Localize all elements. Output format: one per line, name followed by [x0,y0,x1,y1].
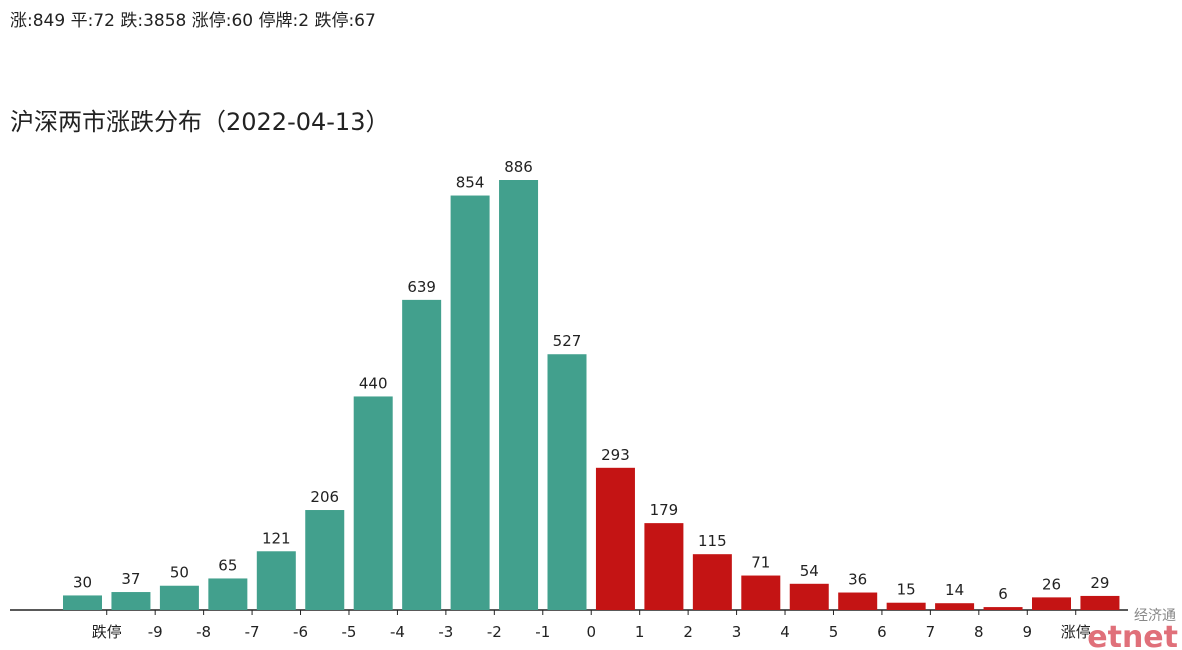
data-label: 54 [800,562,819,580]
data-label: 15 [897,581,916,599]
chart-title: 沪深两市涨跌分布（2022-04-13） [10,108,389,136]
bar [1032,597,1071,610]
data-label: 121 [262,529,291,547]
data-label: 37 [121,570,140,588]
data-label: 29 [1090,574,1109,592]
bar [63,595,102,610]
bar [256,551,296,610]
bar [838,592,878,610]
bar [983,607,1023,610]
x-tick-label: -9 [148,623,163,641]
x-tick-label: -6 [293,623,308,641]
bar [208,578,248,610]
data-label: 30 [73,573,92,591]
data-label: 179 [650,501,679,519]
x-tick-label: 6 [877,623,887,641]
bar [402,299,442,610]
data-label: 886 [504,158,533,176]
bar [353,396,393,610]
x-tick-label: 跌停 [92,623,122,641]
x-tick-label: -2 [487,623,502,641]
x-tick-label: 9 [1023,623,1033,641]
logo-top: 经济通 [1134,608,1176,624]
data-label: 639 [407,278,436,296]
bar [886,602,926,610]
x-tick-label: -7 [245,623,260,641]
bar [305,510,345,610]
bar [595,467,635,610]
x-tick-label: 7 [926,623,936,641]
bar [159,585,199,610]
data-label: 65 [218,556,237,574]
x-tick-label: -3 [438,623,453,641]
bar [935,603,975,610]
x-tick-label: 4 [780,623,790,641]
summary: 涨:849 平:72 跌:3858 涨停:60 停牌:2 跌停:67 [10,11,376,31]
data-label: 440 [359,374,388,392]
x-tick-label: -1 [535,623,550,641]
x-tick-label: 5 [829,623,839,641]
bar [547,354,587,610]
data-label: 50 [170,564,189,582]
data-label: 206 [310,488,339,506]
bar [741,575,781,610]
data-label: 527 [553,332,582,350]
data-label: 14 [945,581,964,599]
x-tick-label: -5 [341,623,356,641]
data-label: 854 [456,174,485,192]
data-label: 6 [998,585,1008,603]
x-tick-label: 8 [974,623,984,641]
bar [692,554,732,610]
data-label: 26 [1042,575,1061,593]
bar [1080,595,1120,610]
bar [499,180,539,610]
x-tick-label: 0 [586,623,596,641]
data-label: 115 [698,532,727,550]
x-tick-label: 1 [635,623,645,641]
x-tick-label: 3 [732,623,742,641]
bar [789,583,829,610]
bar [111,592,151,610]
x-tick-label: 涨停 [1061,623,1091,641]
x-tick-label: -4 [390,623,405,641]
logo-bottom: etnet [1087,620,1178,650]
data-label: 71 [751,554,770,572]
x-tick-label: 2 [683,623,693,641]
data-label: 36 [848,571,867,589]
data-label: 293 [601,446,630,464]
bar [450,195,490,611]
x-tick-label: -8 [196,623,211,641]
bar [644,523,684,610]
